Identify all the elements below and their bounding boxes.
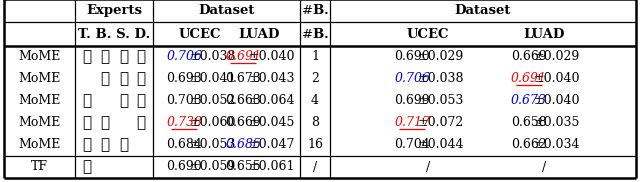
Text: ✓: ✓ [100,50,109,64]
Text: ✓: ✓ [82,94,92,108]
Text: ±0.044: ±0.044 [418,139,464,151]
Text: 2: 2 [311,72,319,86]
Text: UCEC: UCEC [179,27,221,41]
Text: 0.684: 0.684 [166,139,202,151]
Text: 4: 4 [311,94,319,108]
Text: ±0.045: ±0.045 [249,116,295,130]
Text: ✓: ✓ [119,50,128,64]
Text: MoME: MoME [19,116,61,130]
Text: Dataset: Dataset [455,4,511,17]
Text: ✓: ✓ [100,72,109,86]
Text: $\#$B.: $\#$B. [301,27,329,41]
Text: ✓: ✓ [100,138,109,152]
Text: LUAD: LUAD [524,27,565,41]
Text: Experts: Experts [86,4,142,17]
Text: ±0.040: ±0.040 [534,72,580,86]
Text: ±0.060: ±0.060 [190,116,236,130]
Text: ±0.041: ±0.041 [190,72,236,86]
Text: 0.691: 0.691 [511,72,547,86]
Text: ✓: ✓ [100,116,109,130]
Text: ±0.038: ±0.038 [418,72,464,86]
Text: 0.703: 0.703 [166,94,202,108]
Text: 0.699: 0.699 [394,94,430,108]
Text: ✓: ✓ [137,116,146,130]
Text: 0.658: 0.658 [511,116,547,130]
Text: ±0.061: ±0.061 [248,161,295,173]
Text: ✓: ✓ [119,94,128,108]
Text: 0.673: 0.673 [225,72,261,86]
Text: MoME: MoME [19,139,61,151]
Text: 0.669: 0.669 [511,50,547,64]
Text: /: / [313,161,317,173]
Text: 0.669: 0.669 [225,116,261,130]
Text: 0.662: 0.662 [511,139,547,151]
Text: TF: TF [31,161,48,173]
Text: 0.706: 0.706 [166,50,202,64]
Text: 1: 1 [311,50,319,64]
Text: 0.693: 0.693 [166,72,202,86]
Text: Dataset: Dataset [198,4,255,17]
Text: ✓: ✓ [82,116,92,130]
Text: 0.706: 0.706 [394,72,430,86]
Text: ✓: ✓ [119,72,128,86]
Text: 0.655: 0.655 [225,161,261,173]
Text: MoME: MoME [19,72,61,86]
Text: 0.673: 0.673 [511,94,547,108]
Text: ±0.043: ±0.043 [248,72,295,86]
Text: ±0.040: ±0.040 [534,94,580,108]
Text: ✓: ✓ [137,94,146,108]
Text: ±0.064: ±0.064 [248,94,295,108]
Text: ±0.052: ±0.052 [190,94,236,108]
Text: 0.690: 0.690 [166,161,202,173]
Text: UCEC: UCEC [406,27,449,41]
Text: ±0.047: ±0.047 [249,139,295,151]
Text: ✓: ✓ [82,50,92,64]
Text: ±0.072: ±0.072 [418,116,464,130]
Text: T. B. S. D.: T. B. S. D. [78,27,150,41]
Text: 16: 16 [307,139,323,151]
Text: LUAD: LUAD [238,27,280,41]
Text: /: / [542,161,547,173]
Text: ±0.059: ±0.059 [190,161,236,173]
Text: ✓: ✓ [119,138,128,152]
Text: 0.685: 0.685 [225,139,261,151]
Text: ±0.053: ±0.053 [190,139,236,151]
Text: ±0.029: ±0.029 [534,50,580,64]
Text: 0.717: 0.717 [394,116,430,130]
Text: /: / [426,161,430,173]
Text: $\#$B.: $\#$B. [301,3,329,17]
Text: 0.704: 0.704 [394,139,430,151]
Text: ±0.034: ±0.034 [534,139,580,151]
Text: ✓: ✓ [137,72,146,86]
Text: ✓: ✓ [137,50,146,64]
Text: 0.738: 0.738 [166,116,202,130]
Text: ✓: ✓ [82,138,92,152]
Text: MoME: MoME [19,94,61,108]
Text: ±0.038: ±0.038 [190,50,236,64]
Text: 8: 8 [311,116,319,130]
Text: ✓: ✓ [82,160,92,174]
Text: MoME: MoME [19,50,61,64]
Text: ±0.035: ±0.035 [534,116,580,130]
Text: 0.663: 0.663 [225,94,261,108]
Text: ±0.029: ±0.029 [418,50,464,64]
Text: ±0.053: ±0.053 [418,94,464,108]
Text: ±0.040: ±0.040 [248,50,295,64]
Text: 0.690: 0.690 [394,50,430,64]
Text: 0.691: 0.691 [225,50,261,64]
